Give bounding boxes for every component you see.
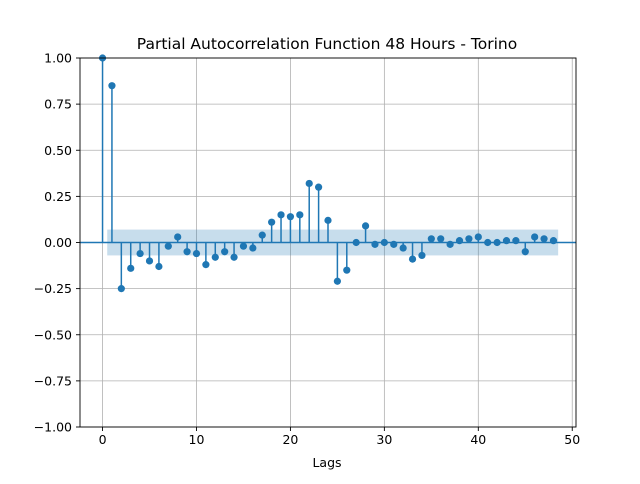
data-point — [145, 257, 154, 265]
data-point — [202, 261, 210, 269]
data-point — [277, 211, 285, 219]
data-point — [230, 253, 238, 261]
y-tick-label: −0.50 — [34, 327, 72, 342]
data-point — [502, 237, 511, 245]
y-tick-label: 0.25 — [44, 189, 72, 204]
y-tick-label: 1.00 — [44, 51, 72, 66]
x-tick-label: 20 — [282, 432, 298, 447]
data-point — [352, 238, 360, 247]
y-tick-label: −0.25 — [34, 281, 72, 296]
data-point — [192, 249, 201, 258]
data-point — [371, 240, 379, 248]
data-point — [286, 213, 295, 221]
data-point — [418, 251, 426, 260]
data-point — [174, 233, 182, 241]
data-point — [155, 262, 163, 271]
y-tick-label: −0.75 — [34, 373, 72, 388]
data-point — [343, 266, 351, 274]
data-point — [437, 235, 445, 243]
data-point — [380, 238, 388, 247]
marker-layer — [98, 54, 558, 293]
data-point — [183, 248, 191, 256]
data-point — [239, 242, 248, 250]
data-point — [108, 82, 116, 90]
x-tick-label: 0 — [99, 432, 107, 447]
y-tick-label: 0.75 — [44, 97, 72, 112]
x-tick-label: 50 — [564, 432, 580, 447]
tick-layer: 0 10 20 30 40 50 −1.00 −0.75 −0.50 −0.25 0.00 0.25 0… — [34, 51, 581, 448]
data-point — [427, 235, 435, 243]
data-point — [465, 235, 473, 243]
data-point — [521, 248, 529, 256]
data-point — [305, 179, 313, 188]
data-point — [446, 240, 454, 248]
data-point — [549, 237, 558, 245]
data-point — [361, 222, 370, 230]
data-point — [221, 248, 229, 256]
data-point — [333, 277, 341, 285]
data-point — [324, 216, 332, 224]
x-tick-label: 30 — [376, 432, 392, 447]
data-point — [164, 242, 172, 250]
y-tick-label: 0.00 — [44, 235, 72, 250]
data-point — [390, 240, 398, 248]
data-point — [531, 233, 539, 241]
x-axis-label: Lags — [312, 455, 341, 470]
data-point — [268, 218, 276, 226]
y-tick-label: −1.00 — [34, 420, 72, 435]
data-point — [512, 237, 520, 245]
x-tick-label: 40 — [470, 432, 486, 447]
data-point — [127, 264, 135, 272]
data-point — [399, 244, 407, 252]
data-point — [540, 235, 548, 243]
y-tick-label: 0.50 — [44, 143, 72, 158]
data-point — [249, 244, 257, 252]
data-point — [484, 238, 492, 247]
data-point — [258, 231, 266, 239]
data-point — [211, 253, 219, 261]
chart-title: Partial Autocorrelation Function 48 Hour… — [137, 35, 517, 53]
data-point — [117, 285, 125, 293]
data-point — [455, 237, 464, 245]
data-point — [136, 249, 144, 258]
data-point — [315, 183, 323, 191]
data-point — [493, 238, 501, 247]
data-point — [408, 255, 417, 263]
data-point — [474, 233, 482, 241]
data-point — [296, 211, 304, 219]
x-tick-label: 10 — [189, 432, 205, 447]
